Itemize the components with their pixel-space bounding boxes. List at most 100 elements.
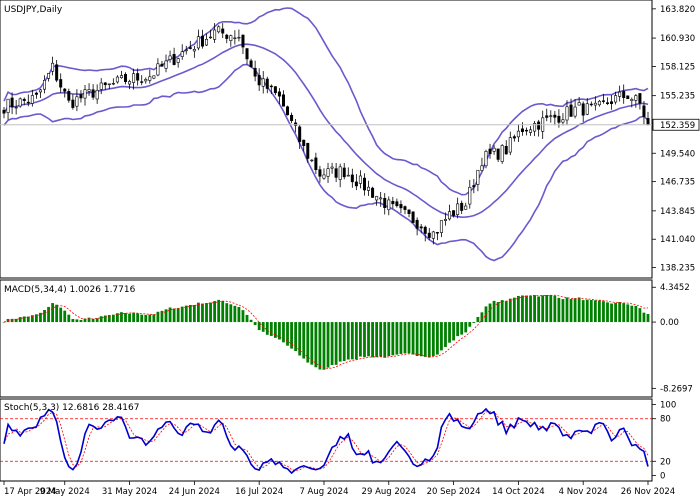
macd-bar [322, 322, 326, 370]
macd-bar [452, 322, 455, 341]
macd-bar [35, 314, 38, 323]
macd-bar [209, 302, 212, 323]
candle-body [411, 211, 415, 223]
candle-body [358, 175, 362, 184]
bollinger-middle-band [3, 43, 649, 219]
macd-bar [136, 313, 140, 323]
candle-body [427, 232, 431, 238]
price-title: USDJPY,Daily [4, 5, 63, 15]
candle-body [614, 95, 618, 103]
candle-body [144, 79, 148, 82]
macd-bar [172, 308, 176, 323]
macd-bar [448, 322, 451, 343]
candle-body [115, 76, 119, 83]
macd-bar [638, 308, 642, 323]
macd-bar [597, 300, 601, 323]
stoch-title: Stoch(5,3,3) 12.6816 28.4167 [4, 403, 139, 413]
candle-body [460, 202, 464, 211]
macd-bar [160, 310, 164, 323]
x-tick-label: 20 Sep 2024 [427, 487, 481, 497]
price-tick-label: 143.845 [660, 207, 695, 217]
price-tick-label: 158.125 [660, 62, 695, 72]
candle-body [593, 102, 597, 106]
macd-bar [18, 317, 22, 323]
candle-body [119, 75, 123, 79]
candle-body [520, 128, 524, 132]
macd-bar [585, 299, 589, 323]
bollinger-lower-band [3, 63, 649, 262]
candle-body [298, 126, 302, 142]
candle-body [391, 200, 395, 205]
macd-bar [51, 303, 55, 323]
price-tick-label: 149.540 [660, 149, 695, 159]
price-tick-label: 155.235 [660, 92, 695, 102]
macd-bar [488, 303, 492, 323]
macd-bar [423, 322, 427, 357]
macd-bar [367, 322, 370, 357]
candle-body [342, 167, 346, 178]
x-tick-label: 9 May 2024 [40, 487, 90, 497]
macd-bar [111, 314, 115, 323]
macd-tick-label: 4.3452 [660, 283, 690, 293]
price-tick-label: 141.040 [660, 235, 695, 245]
macd-bar [55, 304, 59, 323]
candle-body [103, 82, 107, 86]
macd-bar [508, 298, 512, 323]
macd-bar [500, 300, 504, 323]
price-tick-label: 146.735 [660, 178, 695, 188]
candle-body [573, 106, 577, 117]
macd-bar [197, 302, 200, 323]
price-tick-label: 163.820 [660, 5, 695, 15]
candle-body [529, 129, 533, 133]
candle-body [237, 36, 241, 39]
candle-body [496, 148, 500, 160]
macd-bar [537, 296, 541, 323]
macd-bar [79, 319, 83, 323]
stoch-tick-label: 80 [660, 415, 671, 425]
macd-bar [391, 322, 395, 356]
candle-body [213, 29, 217, 40]
candle-body [233, 37, 237, 40]
candle-body [172, 53, 176, 65]
candle-body [148, 76, 152, 81]
candle-body [290, 114, 294, 121]
macd-bar [346, 322, 350, 360]
macd-bar [188, 304, 192, 323]
macd-bar [2, 322, 6, 323]
candle-body [537, 121, 541, 130]
candle-body [277, 91, 281, 97]
macd-bar [290, 322, 293, 349]
macd-bar [504, 301, 508, 323]
macd-bar [512, 297, 516, 323]
macd-bar [610, 303, 613, 323]
macd-bar [124, 313, 127, 323]
candle-body [14, 106, 18, 109]
stoch-panel-frame [0, 398, 653, 482]
candle-body [217, 26, 221, 33]
candle-body [379, 197, 383, 200]
candle-body [362, 177, 366, 191]
candle-body [176, 58, 180, 63]
candle-body [253, 67, 257, 77]
candle-body [2, 109, 6, 114]
macd-bar [577, 297, 581, 323]
macd-bar [314, 322, 318, 368]
stoch-tick-label: 100 [660, 401, 676, 411]
candle-body [480, 165, 484, 171]
candle-body [504, 145, 508, 155]
macd-bar [156, 311, 160, 323]
macd-bar [225, 303, 229, 323]
candle-body [107, 83, 111, 85]
macd-bar [43, 309, 46, 323]
macd-bar [375, 322, 379, 358]
macd-bar [67, 314, 71, 323]
candle-body [245, 48, 249, 60]
macd-bar [460, 322, 464, 335]
macd-bar [553, 295, 557, 323]
candle-body [597, 100, 601, 106]
macd-bar [298, 322, 302, 356]
macd-bar [440, 322, 443, 351]
candle-body [601, 100, 605, 102]
macd-bar [626, 304, 630, 323]
